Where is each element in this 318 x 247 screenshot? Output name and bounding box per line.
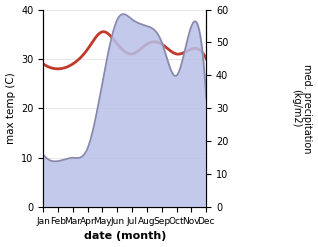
Y-axis label: max temp (C): max temp (C) bbox=[5, 72, 16, 144]
Y-axis label: med. precipitation
(kg/m2): med. precipitation (kg/m2) bbox=[291, 64, 313, 153]
X-axis label: date (month): date (month) bbox=[84, 231, 166, 242]
